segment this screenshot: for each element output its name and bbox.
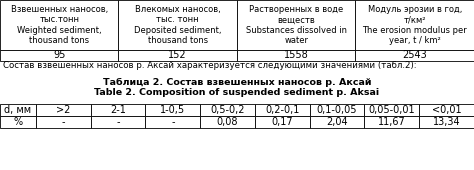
Text: -: -	[171, 117, 174, 127]
Text: 0,1-0,05: 0,1-0,05	[317, 105, 357, 115]
Bar	[310, 104, 365, 116]
Bar	[255, 104, 310, 116]
Text: 95: 95	[53, 50, 65, 61]
Bar	[0, 50, 118, 61]
Text: 13,34: 13,34	[433, 117, 460, 127]
Bar	[237, 50, 356, 61]
Bar	[200, 116, 255, 128]
Bar	[419, 116, 474, 128]
Text: >2: >2	[56, 105, 71, 115]
Bar	[310, 116, 365, 128]
Text: Таблица 2. Состав взвешенных наносов р. Аксай: Таблица 2. Состав взвешенных наносов р. …	[103, 78, 371, 87]
Text: d, мм: d, мм	[4, 105, 32, 115]
Bar	[365, 104, 419, 116]
Bar	[118, 50, 237, 61]
Bar	[118, 0, 237, 50]
Text: 0,08: 0,08	[217, 117, 238, 127]
Text: Table 2. Composition of suspended sediment p. Aksai: Table 2. Composition of suspended sedime…	[94, 88, 380, 97]
Text: 2-1: 2-1	[110, 105, 126, 115]
Bar	[356, 50, 474, 61]
Bar	[36, 104, 91, 116]
Bar	[91, 104, 146, 116]
Text: 2,04: 2,04	[326, 117, 348, 127]
Text: 0,2-0,1: 0,2-0,1	[265, 105, 300, 115]
Text: %: %	[13, 117, 23, 127]
Text: Модуль эрозии в год,
т/км²
The erosion modulus per
year, t / km²: Модуль эрозии в год, т/км² The erosion m…	[363, 5, 467, 45]
Text: Растворенных в воде
веществ
Substances dissolved in
water: Растворенных в воде веществ Substances d…	[246, 5, 347, 45]
Bar	[91, 116, 146, 128]
Bar	[0, 116, 36, 128]
Bar	[419, 104, 474, 116]
Text: Влекомых наносов,
тыс. тонн
Deposited sediment,
thousand tons: Влекомых наносов, тыс. тонн Deposited se…	[134, 5, 221, 45]
Text: 0,5-0,2: 0,5-0,2	[210, 105, 245, 115]
Text: 0,05-0,01: 0,05-0,01	[369, 105, 415, 115]
Bar	[365, 116, 419, 128]
Text: 1558: 1558	[284, 50, 309, 61]
Bar	[36, 116, 91, 128]
Text: 11,67: 11,67	[378, 117, 406, 127]
Bar	[237, 0, 356, 50]
Bar	[356, 0, 474, 50]
Bar	[0, 0, 118, 50]
Text: Состав взвешенных наносов р. Аксай характеризуется следующими значениями (табл.2: Состав взвешенных наносов р. Аксай харак…	[3, 62, 417, 71]
Bar	[146, 116, 200, 128]
Bar	[200, 104, 255, 116]
Text: 1-0,5: 1-0,5	[160, 105, 185, 115]
Text: -: -	[62, 117, 65, 127]
Text: <0,01: <0,01	[432, 105, 461, 115]
Text: 0,17: 0,17	[272, 117, 293, 127]
Text: -: -	[117, 117, 120, 127]
Text: Взвешенных наносов,
тыс.тонн
Weighted sediment,
thousand tons: Взвешенных наносов, тыс.тонн Weighted se…	[10, 5, 108, 45]
Bar	[146, 104, 200, 116]
Bar	[255, 116, 310, 128]
Bar	[0, 104, 36, 116]
Text: 2543: 2543	[402, 50, 427, 61]
Text: 152: 152	[168, 50, 187, 61]
